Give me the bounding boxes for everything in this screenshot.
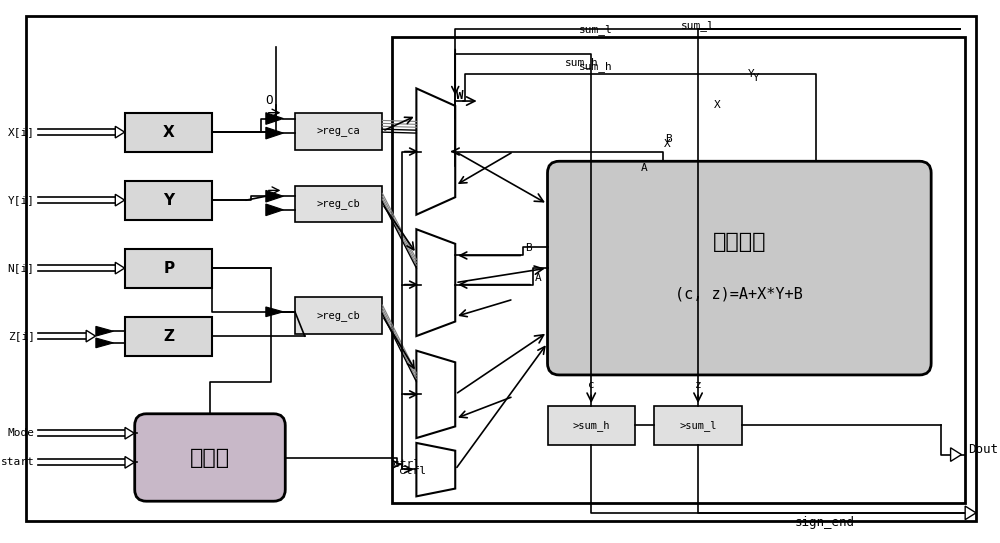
Polygon shape	[416, 443, 455, 496]
Text: A: A	[534, 273, 541, 283]
Polygon shape	[266, 191, 283, 202]
Polygon shape	[416, 351, 455, 438]
Text: sign_end: sign_end	[794, 516, 854, 529]
Text: Z: Z	[163, 329, 174, 344]
Text: P: P	[163, 261, 174, 276]
Text: z: z	[695, 380, 701, 390]
Text: ctrl: ctrl	[393, 459, 420, 469]
Text: >reg_ca: >reg_ca	[317, 126, 361, 136]
Text: sum_l: sum_l	[579, 24, 613, 35]
Polygon shape	[96, 326, 113, 336]
Polygon shape	[951, 448, 961, 462]
Text: sum_h: sum_h	[565, 56, 598, 68]
Text: B: B	[525, 243, 531, 252]
Bar	[295, 113, 382, 150]
Text: >reg_cb: >reg_cb	[317, 310, 361, 321]
Polygon shape	[266, 127, 283, 139]
Polygon shape	[125, 457, 134, 468]
Text: X[i]: X[i]	[8, 127, 35, 137]
Text: B: B	[666, 134, 672, 144]
Text: Y[i]: Y[i]	[8, 195, 35, 205]
Text: Y: Y	[753, 73, 760, 83]
Text: W: W	[456, 89, 464, 102]
Text: 状态机: 状态机	[190, 447, 230, 468]
FancyBboxPatch shape	[548, 161, 931, 375]
Text: Z[i]: Z[i]	[8, 331, 35, 341]
Polygon shape	[266, 307, 283, 317]
Text: X: X	[714, 100, 721, 110]
Bar	[654, 406, 742, 445]
Text: 运算单元: 运算单元	[713, 232, 766, 252]
Text: >reg_cb: >reg_cb	[317, 199, 361, 210]
Text: (c, z)=A+X*Y+B: (c, z)=A+X*Y+B	[675, 286, 803, 301]
Text: N[i]: N[i]	[8, 263, 35, 273]
Polygon shape	[266, 113, 283, 124]
Text: ctrl: ctrl	[399, 466, 426, 476]
Polygon shape	[115, 194, 125, 206]
Text: c: c	[588, 380, 595, 390]
Text: sum_l: sum_l	[681, 20, 715, 31]
Text: X: X	[163, 125, 175, 140]
Bar	[392, 37, 965, 503]
Bar	[295, 186, 382, 223]
Polygon shape	[86, 330, 95, 342]
Bar	[295, 297, 382, 334]
Text: A: A	[641, 163, 648, 173]
Polygon shape	[266, 204, 283, 216]
Bar	[125, 181, 212, 219]
Text: Y: Y	[163, 193, 174, 207]
Polygon shape	[115, 127, 125, 138]
Polygon shape	[416, 89, 455, 214]
Text: Dout: Dout	[968, 443, 998, 456]
FancyBboxPatch shape	[135, 414, 285, 501]
Text: O: O	[265, 93, 273, 106]
Bar	[125, 249, 212, 288]
Text: >sum_h: >sum_h	[572, 420, 610, 431]
Text: Y: Y	[748, 69, 755, 79]
Text: Mode: Mode	[8, 428, 35, 438]
Text: >sum_l: >sum_l	[679, 420, 717, 431]
Bar	[125, 317, 212, 356]
Polygon shape	[115, 262, 125, 274]
Text: sum_h: sum_h	[579, 61, 613, 72]
Bar	[548, 406, 635, 445]
Polygon shape	[416, 229, 455, 336]
Bar	[125, 113, 212, 151]
Polygon shape	[125, 427, 134, 439]
Text: X: X	[664, 139, 671, 149]
Polygon shape	[965, 506, 976, 520]
Polygon shape	[96, 338, 113, 348]
Text: start: start	[1, 457, 35, 468]
